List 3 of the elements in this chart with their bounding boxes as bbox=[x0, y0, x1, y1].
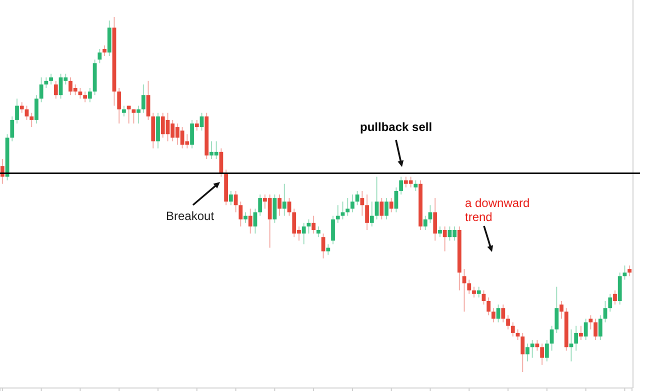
annotation: pullback sell bbox=[360, 120, 432, 134]
annotation: Breakout bbox=[166, 209, 215, 223]
annotation: a downward trend bbox=[465, 196, 530, 224]
